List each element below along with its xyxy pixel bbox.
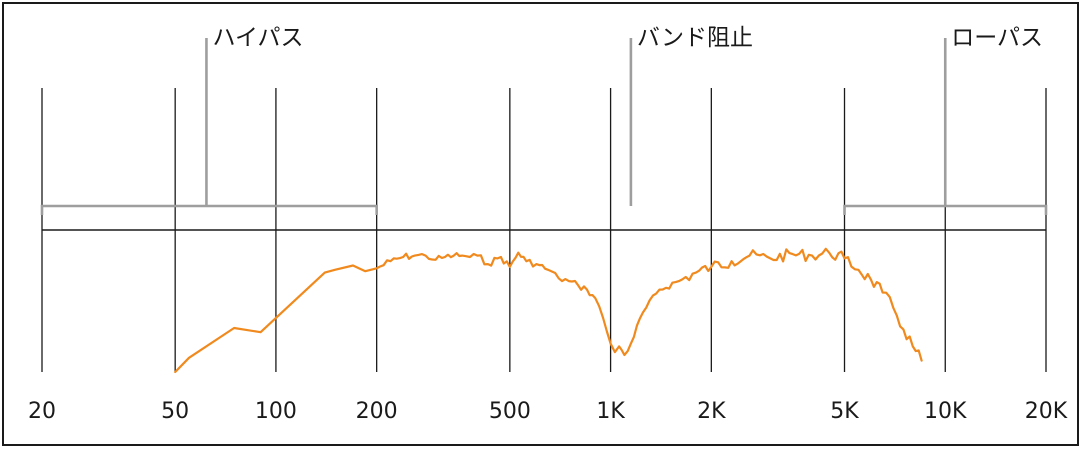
x-tick-label: 5K [830, 399, 859, 424]
region-bracket [40, 204, 378, 215]
x-tick-label: 10K [924, 399, 967, 424]
x-tick-labels: 20 50 100 200 500 1K 2K 5K 10K 20K [28, 399, 1068, 424]
region-labels: ハイパス バンド阻止 ローパス [212, 25, 1043, 51]
x-tick-label: 2K [697, 399, 726, 424]
region-label: バンド阻止 [637, 25, 753, 51]
x-tick-label: 500 [489, 399, 531, 424]
region-label: ハイパス [212, 25, 303, 51]
x-tick-label: 20 [28, 399, 56, 424]
region-brackets [40, 38, 1048, 215]
region-label: ローパス [951, 25, 1043, 51]
x-tick-label: 100 [255, 399, 297, 424]
diagram-frame [2, 2, 1079, 446]
x-tick-label: 200 [356, 399, 398, 424]
response-curve [174, 247, 923, 374]
x-tick-label: 50 [161, 399, 189, 424]
x-tick-label: 1K [596, 399, 625, 424]
x-tick-label: 20K [1025, 399, 1068, 424]
